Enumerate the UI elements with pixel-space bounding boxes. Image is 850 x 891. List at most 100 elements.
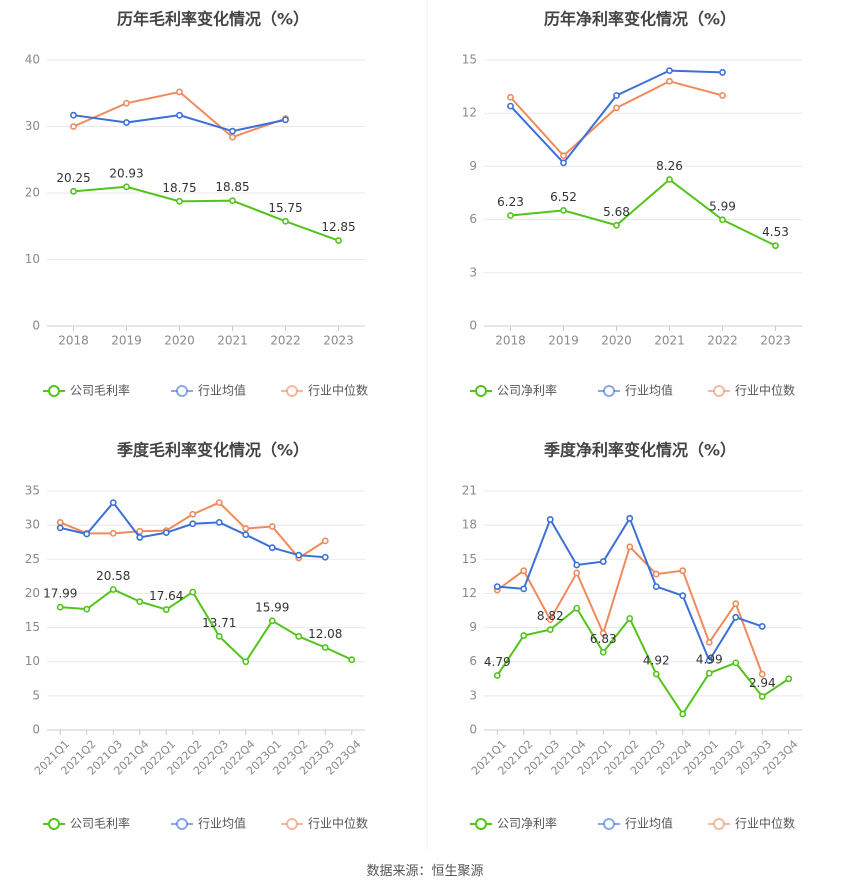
company-point <box>229 197 236 205</box>
industry-median-point <box>189 510 197 518</box>
y-tick-label: 9 <box>469 620 477 634</box>
company-point <box>321 644 329 651</box>
company-point <box>176 197 183 205</box>
industry-avg-line <box>60 501 326 559</box>
company-point <box>242 658 250 666</box>
y-tick-label: 35 <box>25 484 40 498</box>
y-tick-label: 21 <box>462 484 477 498</box>
company-point <box>785 675 793 683</box>
y-tick-label: 18 <box>462 518 477 532</box>
legend-label-industry-avg: 行业均值 <box>625 383 673 398</box>
legend-marker-company <box>475 385 487 397</box>
company-point <box>136 598 144 606</box>
legend-marker-industry-median <box>713 818 725 830</box>
data-label: 6.23 <box>497 195 524 209</box>
chart-title: 历年净利率变化情况（%） <box>544 10 736 29</box>
company-point <box>573 604 581 612</box>
industry-median-point <box>176 88 183 96</box>
company-point <box>70 187 77 195</box>
legend-label-company: 公司毛利率 <box>70 816 130 831</box>
y-tick-label: 30 <box>25 119 40 133</box>
company-point <box>162 606 170 613</box>
industry-median-point <box>732 600 740 608</box>
industry-avg-point <box>507 102 514 110</box>
y-tick-label: 15 <box>462 552 477 566</box>
company-point <box>772 242 779 250</box>
legend-marker-industry-avg <box>603 818 615 830</box>
industry-median-point <box>56 519 64 526</box>
x-tick-label: 2020 <box>601 334 632 348</box>
company-point <box>109 586 117 593</box>
company-point <box>719 216 726 224</box>
industry-median-point <box>705 638 713 646</box>
x-tick-label: 2019 <box>548 334 579 348</box>
legend-label-company: 公司净利率 <box>497 816 557 831</box>
industry-median-point <box>136 527 144 535</box>
legend: 公司净利率 行业均值 行业中位数 <box>470 383 795 398</box>
industry-median-point <box>229 133 236 141</box>
industry-avg-point <box>626 514 634 522</box>
industry-avg-point <box>732 613 740 621</box>
legend-label-industry-median: 行业中位数 <box>308 383 368 398</box>
industry-median-point <box>679 567 687 575</box>
x-tick-label: 2018 <box>495 334 526 348</box>
y-tick-label: 0 <box>32 319 40 333</box>
data-label: 4.92 <box>643 654 670 668</box>
industry-avg-point <box>599 558 607 565</box>
data-label: 5.99 <box>709 199 736 213</box>
industry-avg-point <box>242 531 250 539</box>
industry-median-point <box>321 537 329 545</box>
chart-3: 季度毛利率变化情况（%）051015202530352021Q12021Q220… <box>25 441 368 831</box>
company-point <box>493 672 501 679</box>
company-point <box>626 615 634 622</box>
company-point <box>613 221 620 229</box>
legend: 公司毛利率 行业均值 行业中位数 <box>43 816 368 831</box>
industry-median-point <box>599 629 607 637</box>
company-point <box>599 648 607 656</box>
industry-median-point <box>758 670 766 678</box>
industry-median-point <box>123 99 130 107</box>
data-label: 17.64 <box>149 589 183 603</box>
y-tick-label: 12 <box>462 586 477 600</box>
company-point <box>83 605 91 613</box>
data-label: 6.83 <box>590 632 617 646</box>
y-tick-label: 40 <box>25 53 40 67</box>
company-point <box>507 212 514 219</box>
company-point <box>335 237 342 244</box>
industry-median-point <box>613 104 620 112</box>
industry-median-point <box>626 543 634 551</box>
company-point <box>705 669 713 677</box>
legend-label-company: 公司净利率 <box>497 383 557 398</box>
industry-avg-point <box>282 116 289 124</box>
y-tick-label: 5 <box>32 688 40 702</box>
industry-avg-point <box>758 623 766 630</box>
industry-avg-line <box>497 516 763 663</box>
y-tick-label: 0 <box>32 723 40 737</box>
y-tick-label: 10 <box>25 654 40 668</box>
x-tick-label: 2020 <box>164 334 195 348</box>
company-point <box>348 656 356 664</box>
company-line <box>73 185 339 242</box>
data-label: 2.94 <box>749 676 776 690</box>
data-label: 18.85 <box>215 180 249 194</box>
industry-avg-point <box>560 159 567 167</box>
industry-avg-point <box>109 499 117 507</box>
industry-avg-point <box>136 534 144 541</box>
company-point <box>679 710 687 718</box>
company-line <box>60 588 353 664</box>
company-point <box>758 693 766 700</box>
industry-avg-point <box>229 127 236 135</box>
data-label: 6.52 <box>550 190 577 204</box>
company-line <box>510 178 776 247</box>
industry-avg-line <box>509 69 723 165</box>
x-tick-label: 2018 <box>58 334 89 348</box>
industry-median-point <box>507 93 514 101</box>
y-tick-label: 0 <box>469 319 477 333</box>
industry-avg-point <box>705 657 713 664</box>
company-point <box>282 217 289 225</box>
y-tick-label: 25 <box>25 552 40 566</box>
data-label: 18.75 <box>162 181 196 195</box>
data-label: 20.58 <box>96 569 130 583</box>
chart-title: 历年毛利率变化情况（%） <box>117 10 309 29</box>
